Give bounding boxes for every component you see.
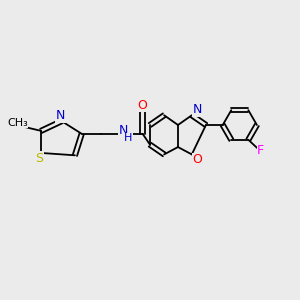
Text: N: N [56, 109, 65, 122]
Text: F: F [257, 144, 264, 157]
Text: O: O [138, 99, 148, 112]
Text: O: O [192, 153, 202, 166]
Text: H: H [124, 133, 133, 143]
Text: CH₃: CH₃ [7, 118, 28, 128]
Text: S: S [36, 152, 43, 165]
Text: N: N [192, 103, 202, 116]
Text: N: N [119, 124, 128, 137]
